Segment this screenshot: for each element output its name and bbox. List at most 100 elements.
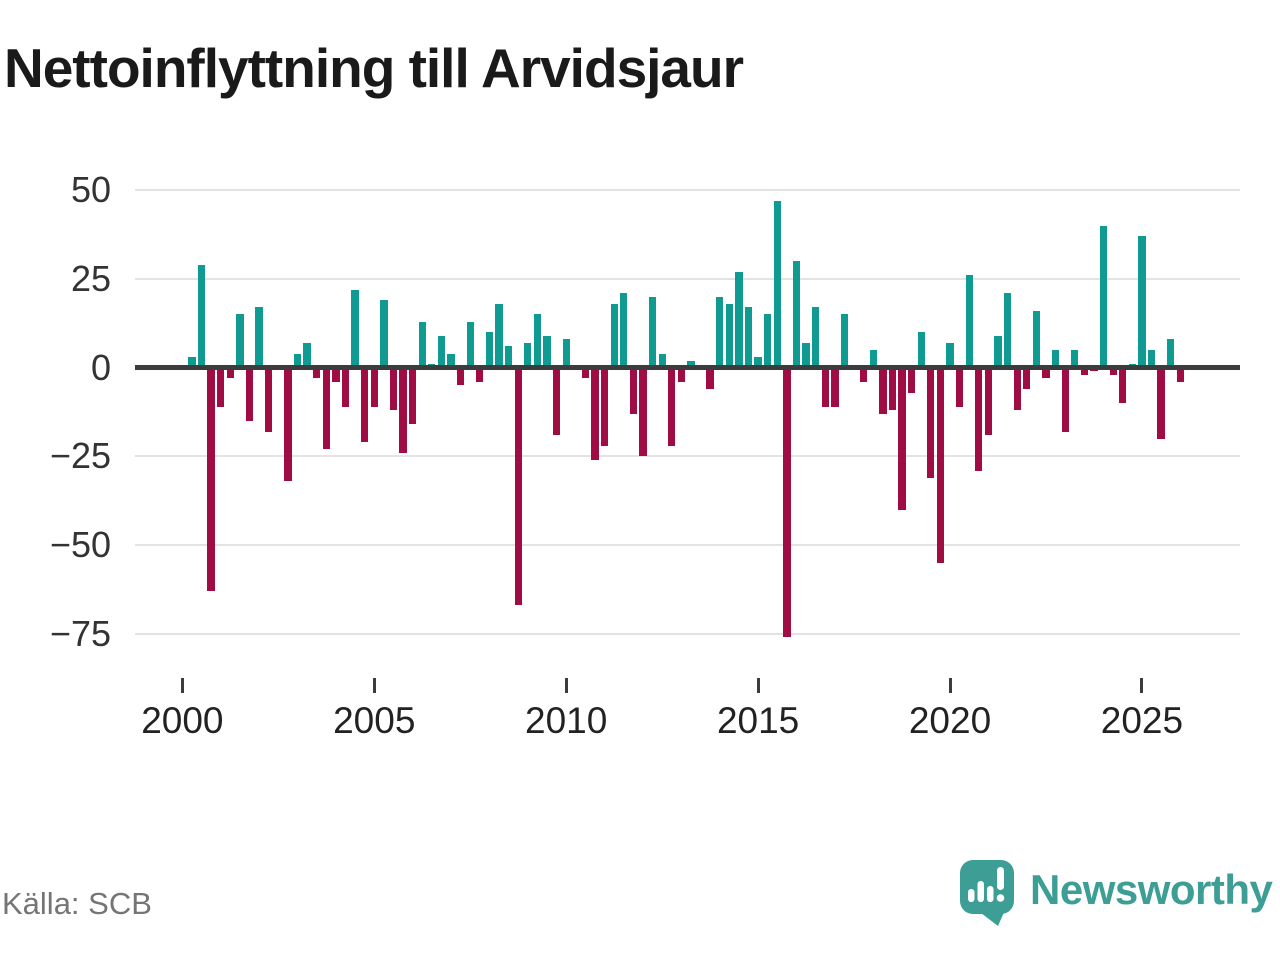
bar <box>975 367 983 471</box>
y-axis-label: 0 <box>90 346 111 388</box>
bar <box>361 367 369 443</box>
bar <box>1099 225 1108 368</box>
bar <box>610 303 618 368</box>
y-axis-label: 50 <box>70 169 111 211</box>
bar <box>485 332 494 368</box>
bar <box>188 357 196 368</box>
bar <box>917 332 925 368</box>
bar <box>370 367 378 407</box>
bar <box>524 342 532 368</box>
newsworthy-wordmark: Newsworthy <box>1030 866 1273 913</box>
bar <box>351 289 359 368</box>
bar <box>1138 236 1146 368</box>
bar <box>313 367 321 379</box>
bar <box>764 314 772 368</box>
bar <box>831 367 839 407</box>
y-axis-label: −50 <box>49 524 111 566</box>
bar <box>1119 367 1127 404</box>
bar <box>197 264 206 368</box>
bar <box>744 307 753 368</box>
bar <box>1051 349 1060 368</box>
bar <box>869 349 877 368</box>
bar <box>965 275 973 368</box>
bar <box>293 353 302 368</box>
gridline <box>135 455 1240 458</box>
chart-title: Nettoinflyttning till Arvidsjaur <box>4 37 744 99</box>
gridline <box>135 632 1240 635</box>
bar <box>773 200 781 368</box>
bar <box>591 367 599 460</box>
bar <box>265 367 273 432</box>
bar <box>581 367 590 379</box>
bar <box>245 367 254 421</box>
bar <box>620 293 628 368</box>
bar <box>600 367 609 446</box>
bar <box>255 307 263 368</box>
bar <box>658 353 666 368</box>
bar <box>1023 367 1031 389</box>
bar <box>1071 349 1079 368</box>
plot-area <box>135 170 1240 690</box>
x-axis-label: 2015 <box>716 700 800 741</box>
bar <box>389 367 398 411</box>
bar <box>648 296 657 368</box>
bar <box>437 335 446 368</box>
bar <box>1080 367 1089 375</box>
source-label: Källa: SCB <box>2 886 152 921</box>
bar <box>754 357 762 368</box>
bar <box>984 367 993 436</box>
bar <box>1042 367 1050 379</box>
bar <box>380 300 388 368</box>
bar <box>936 367 945 563</box>
y-axis-label: 25 <box>70 257 111 299</box>
bar <box>783 367 791 638</box>
bar <box>207 367 215 592</box>
bar <box>792 261 801 368</box>
x-axis-tick <box>180 678 184 693</box>
x-axis-label: 2005 <box>333 700 416 741</box>
x-axis-label: 2000 <box>141 700 224 741</box>
y-axis-label: −25 <box>49 435 111 477</box>
bar <box>927 367 935 478</box>
bar <box>466 321 474 368</box>
bar <box>812 307 820 368</box>
zero-axis-line <box>135 365 1240 371</box>
bar <box>994 335 1002 368</box>
gridline <box>135 189 1240 192</box>
bar <box>409 367 417 425</box>
bar <box>1032 310 1041 368</box>
bar <box>552 367 561 436</box>
bar <box>802 342 810 368</box>
bar <box>236 314 244 368</box>
bar <box>1147 349 1156 368</box>
newsworthy-logo: Newsworthy <box>958 858 1278 938</box>
bar <box>907 367 916 393</box>
bar <box>476 367 484 382</box>
bar <box>716 296 724 368</box>
bar <box>629 367 637 414</box>
gridline <box>135 544 1240 547</box>
bar <box>1003 293 1012 368</box>
bar <box>898 367 906 510</box>
bar <box>639 367 647 457</box>
newsworthy-bubble-icon <box>960 860 1014 926</box>
x-axis-tick <box>756 678 760 693</box>
bar <box>860 367 868 382</box>
bar <box>840 314 849 368</box>
bar <box>217 367 225 407</box>
bar <box>284 367 292 482</box>
bar <box>418 321 426 368</box>
bar <box>456 367 465 386</box>
x-axis-label: 2025 <box>1100 700 1184 741</box>
bar <box>332 367 340 382</box>
x-axis-label: 2020 <box>908 700 992 741</box>
bar <box>668 367 676 446</box>
bar <box>514 367 522 606</box>
bar <box>447 353 455 368</box>
bar <box>1061 367 1069 432</box>
x-axis-label: 2010 <box>525 700 608 741</box>
bar <box>1167 339 1175 368</box>
bar <box>725 303 733 368</box>
bar <box>1176 367 1184 382</box>
x-axis-tick <box>1140 678 1144 693</box>
